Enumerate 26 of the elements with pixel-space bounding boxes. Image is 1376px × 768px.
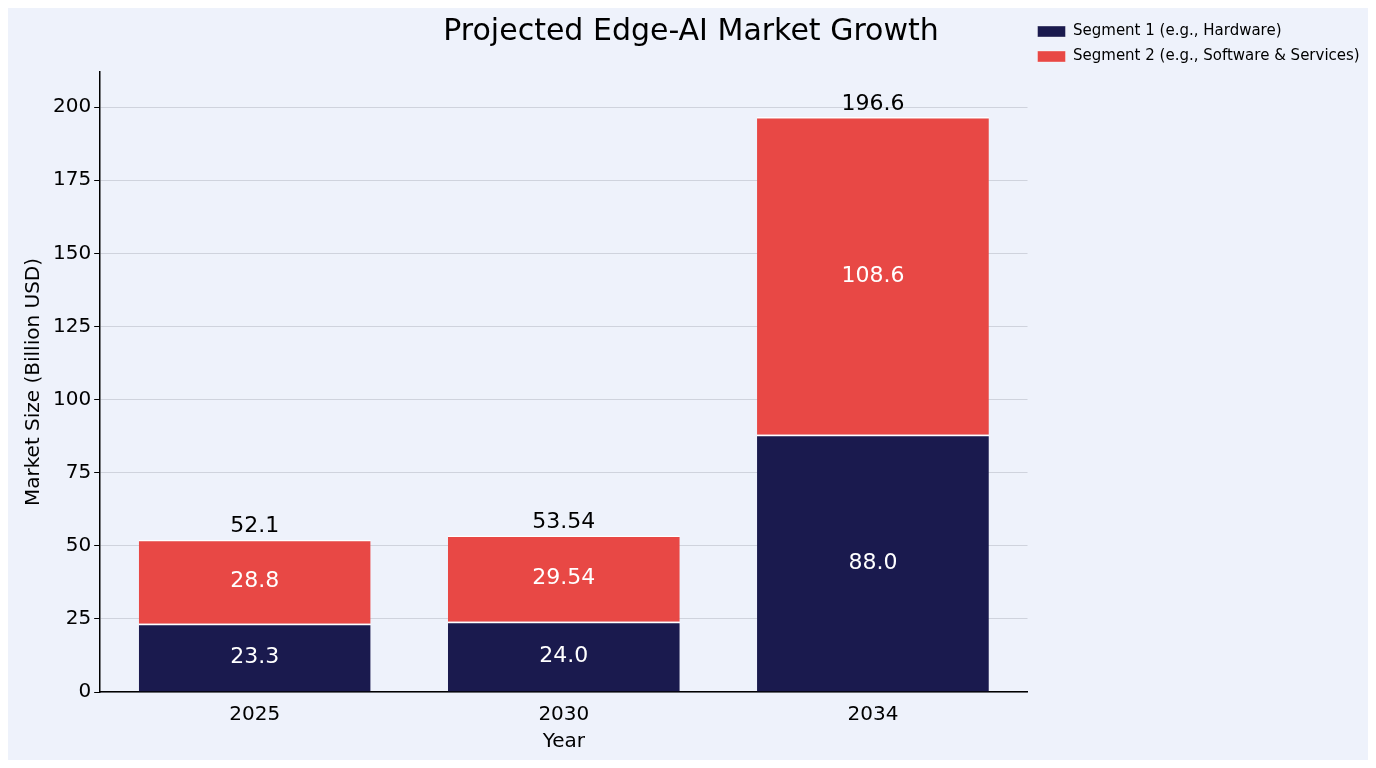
x-axis-title: Year [541, 728, 586, 753]
x-tick-label: 2034 [847, 701, 899, 726]
x-tick-label: 2025 [229, 701, 281, 726]
data-label: 29.54 [532, 564, 596, 590]
y-tick-label: 25 [65, 605, 92, 630]
y-axis-title: Market Size (Billion USD) [20, 257, 45, 507]
y-tick-label: 0 [78, 678, 92, 703]
y-tick-label: 150 [52, 239, 92, 264]
y-tick-label: 125 [52, 312, 92, 337]
total-label: 52.1 [230, 512, 280, 538]
total-label: 196.6 [841, 89, 905, 115]
y-tick-label: 100 [52, 385, 92, 410]
y-tick-label: 75 [65, 458, 92, 483]
legend-label: Segment 2 (e.g., Software & Services) [1073, 46, 1360, 65]
legend-label: Segment 1 (e.g., Hardware) [1073, 21, 1282, 40]
data-label: 108.6 [841, 261, 905, 287]
data-label: 23.3 [230, 643, 280, 669]
chart-title: Projected Edge-AI Market Growth [443, 11, 939, 47]
y-tick-label: 175 [52, 166, 92, 191]
data-label: 24.0 [539, 642, 589, 668]
total-label: 53.54 [532, 508, 596, 534]
x-tick-label: 2030 [538, 701, 590, 726]
data-label: 28.8 [230, 567, 280, 593]
y-tick-label: 200 [52, 93, 92, 118]
data-label: 88.0 [848, 548, 898, 574]
y-tick-label: 50 [65, 531, 92, 556]
